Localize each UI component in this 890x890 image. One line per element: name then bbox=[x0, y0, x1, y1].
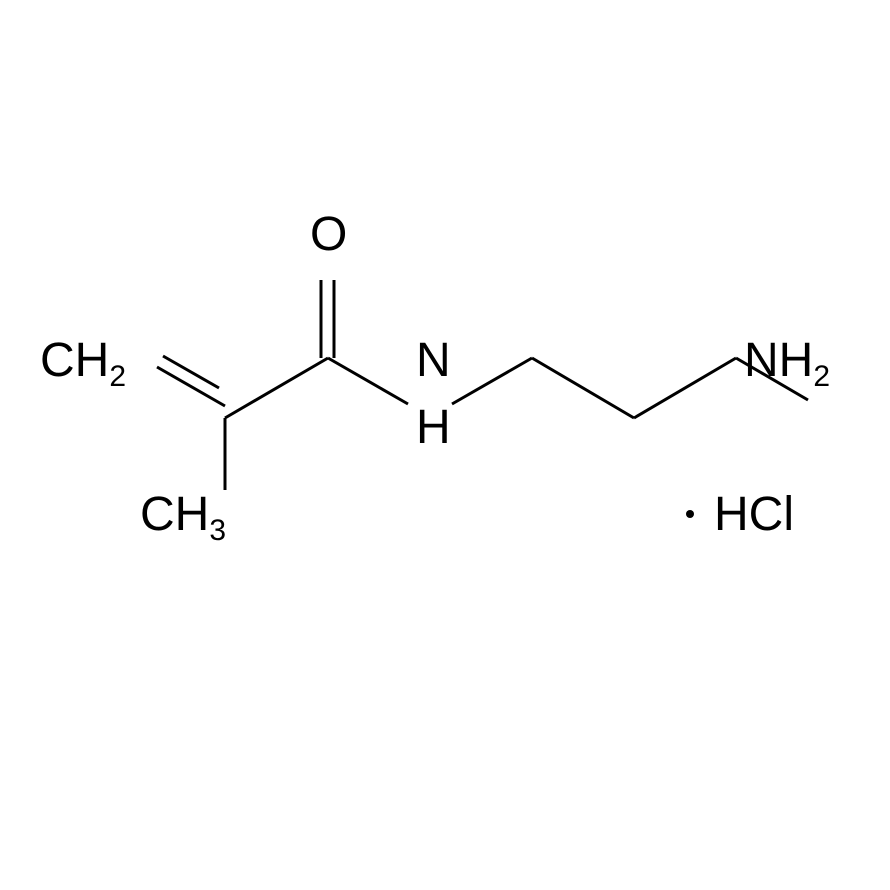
bond-c2-c3 bbox=[634, 358, 736, 418]
bond-c1-c2 bbox=[532, 358, 634, 418]
molecule-canvas: CH2 CH3 O N H NH2 HCl bbox=[0, 0, 890, 890]
bond-co-n bbox=[328, 358, 408, 404]
labels-group: CH2 CH3 O N H NH2 HCl bbox=[40, 208, 830, 547]
label-h-main: H bbox=[416, 401, 451, 454]
label-o: O bbox=[310, 208, 347, 261]
label-n-main: N bbox=[416, 334, 451, 387]
bonds-group bbox=[157, 280, 808, 490]
label-ch3-sub: 3 bbox=[209, 514, 226, 547]
label-o-main: O bbox=[310, 208, 347, 261]
label-ch3-main: CH bbox=[140, 488, 209, 541]
salt-dot bbox=[686, 510, 694, 518]
bond-n-c1 bbox=[452, 358, 532, 404]
bond-ch2-c-upper bbox=[163, 356, 219, 388]
label-n: N bbox=[416, 334, 451, 387]
label-hcl: HCl bbox=[714, 488, 794, 541]
label-nh2-main: NH bbox=[744, 334, 813, 387]
label-h: H bbox=[416, 401, 451, 454]
label-hcl-main: HCl bbox=[714, 488, 794, 541]
label-ch3: CH3 bbox=[140, 488, 226, 547]
label-nh2: NH2 bbox=[744, 334, 830, 393]
label-ch2: CH2 bbox=[40, 334, 126, 393]
label-nh2-sub: 2 bbox=[813, 360, 830, 393]
bond-c-co bbox=[225, 358, 328, 418]
label-ch2-main: CH bbox=[40, 334, 109, 387]
label-ch2-sub: 2 bbox=[109, 360, 126, 393]
